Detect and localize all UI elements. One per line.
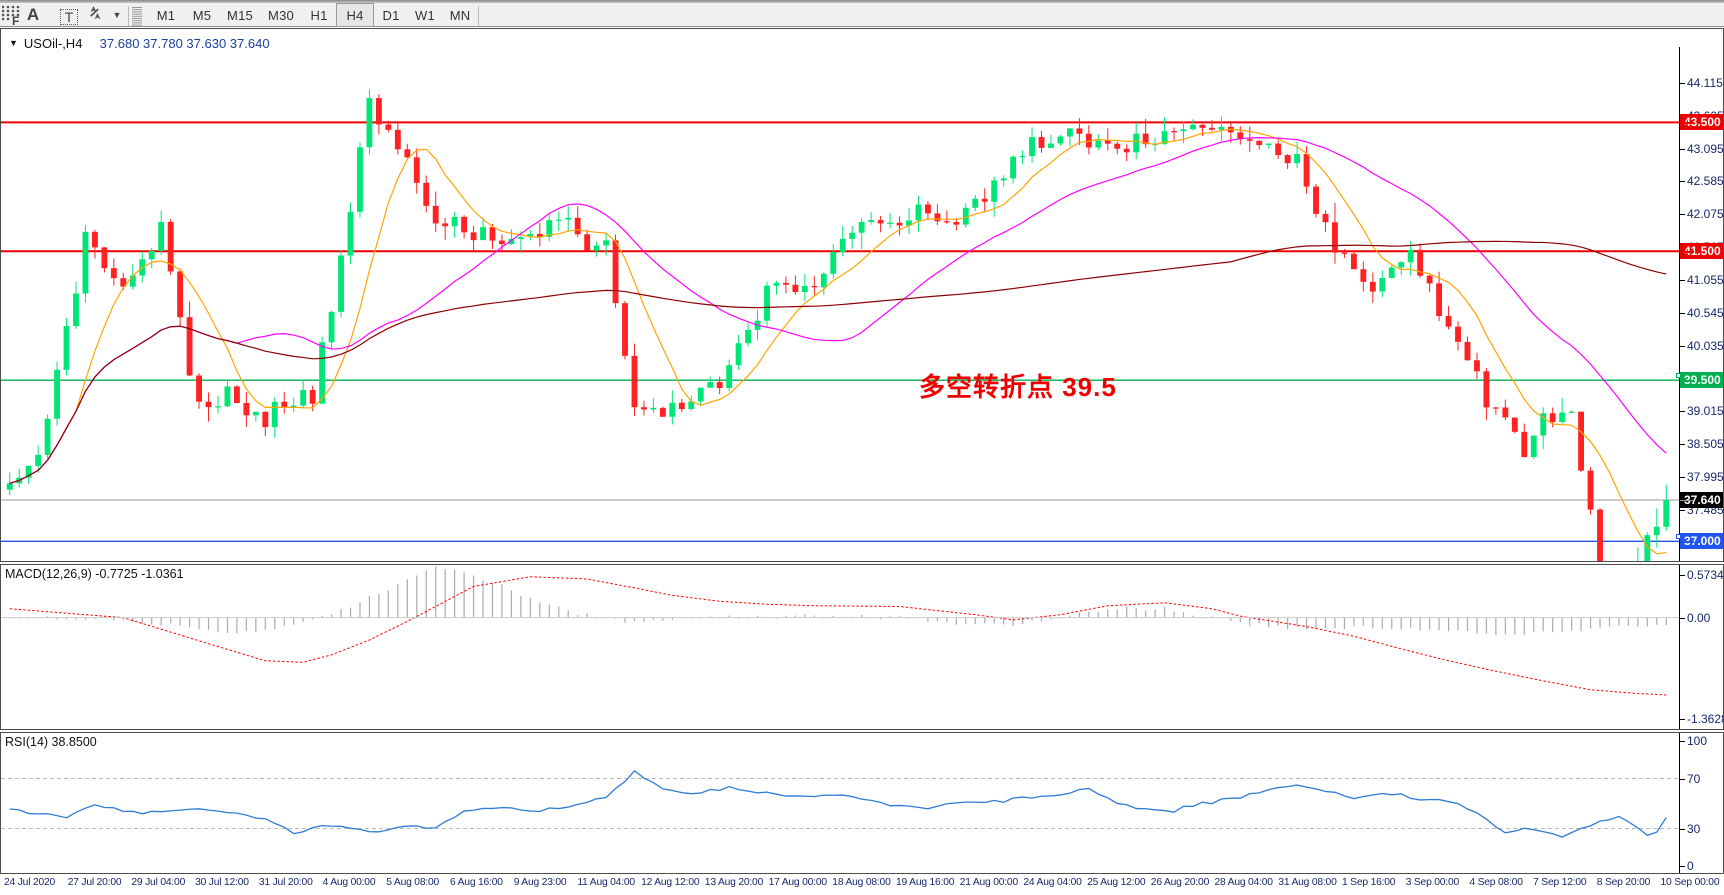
svg-text:F: F xyxy=(12,14,19,25)
